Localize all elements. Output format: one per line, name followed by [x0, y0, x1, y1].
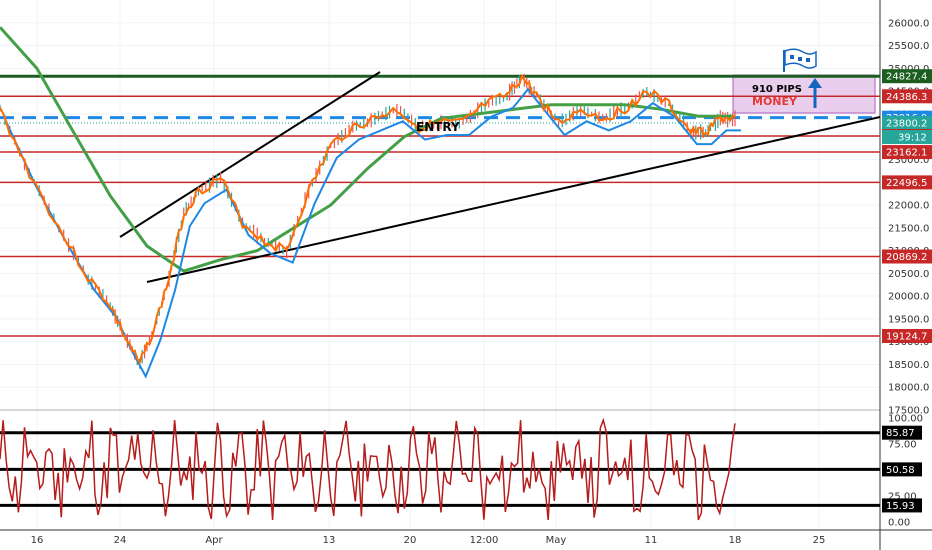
- price-level-tag: [882, 145, 932, 160]
- price-level-label: 19124.7: [886, 331, 927, 342]
- osc-level-tag: [882, 425, 922, 440]
- countdown-tag: [882, 129, 932, 144]
- price-level-tag: [882, 249, 932, 264]
- up-arrow-icon: [808, 78, 822, 108]
- time-tick-label: 18: [729, 535, 742, 546]
- price-level-label: 23162.1: [886, 148, 927, 159]
- entry-label: ENTRY: [416, 120, 460, 134]
- trend-lines: [119, 71, 881, 283]
- price-tick-label: 21500.0: [888, 223, 929, 234]
- osc-level-label: 50.58: [886, 465, 915, 476]
- axes: 26000.025500.025000.024500.024000.023500…: [31, 18, 932, 546]
- osc-level-label: 85.87: [886, 428, 915, 439]
- price-tick-label: 22000.0: [888, 201, 929, 212]
- price-tick-label: 19500.0: [888, 314, 929, 325]
- oscillator-line: [0, 417, 736, 521]
- price-level-label: 24827.4: [886, 72, 927, 83]
- flag-icon: [783, 48, 817, 72]
- osc-tick-label: 75.00: [888, 440, 917, 451]
- time-tick-label: 25: [813, 535, 826, 546]
- price-level-tag: [882, 175, 932, 190]
- money-label: MONEY: [752, 95, 798, 108]
- price-level-tag: [882, 328, 932, 343]
- fast-ma-line: [0, 73, 736, 366]
- time-tick-label: 16: [31, 535, 44, 546]
- price-tick-label: 23000.0: [888, 155, 929, 166]
- time-tick-label: 12:00: [470, 535, 499, 546]
- lower-trend-line[interactable]: [146, 116, 881, 283]
- osc-tick-label: 0.00: [888, 518, 910, 529]
- price-tick-label: 20500.0: [888, 269, 929, 280]
- price-level-label: 23800.2: [886, 118, 927, 129]
- time-tick-label: Apr: [205, 535, 223, 546]
- target-pips-label: 910 PIPS: [752, 84, 802, 95]
- osc-level-tag: [882, 498, 922, 513]
- osc-level-tag: [882, 462, 922, 477]
- medium-ma-line: [5, 87, 741, 379]
- price-tick-label: 20000.0: [888, 292, 929, 303]
- slow-ma-line: [0, 26, 735, 273]
- osc-tick-label: 25.00: [888, 492, 917, 503]
- time-tick-label: 13: [323, 535, 336, 546]
- time-tick-label: May: [546, 535, 567, 546]
- price-tick-label: 17500.0: [888, 406, 929, 417]
- price-tick-label: 18000.0: [888, 383, 929, 394]
- price-series-group: [0, 26, 741, 379]
- osc-level-label: 15.93: [886, 501, 915, 512]
- price-level-tag: [882, 89, 932, 104]
- countdown-label: 39:12: [898, 132, 927, 143]
- price-tick-label: 26000.0: [888, 18, 929, 29]
- price-level-tag: [882, 115, 932, 130]
- time-tick-label: 11: [645, 535, 658, 546]
- time-tick-label: 20: [404, 535, 417, 546]
- upper-channel-line[interactable]: [119, 71, 381, 238]
- time-tick-label: 24: [114, 535, 127, 546]
- price-level-label: 22496.5: [886, 178, 927, 189]
- price-level-label: 20869.2: [886, 252, 927, 263]
- osc-tick-label: 100.00: [888, 414, 923, 425]
- price-tick-label: 25500.0: [888, 41, 929, 52]
- price-level-label: 24386.3: [886, 92, 927, 103]
- oscillator-pane: [0, 417, 880, 521]
- price-tick-label: 18500.0: [888, 360, 929, 371]
- price-level-tag: [882, 69, 932, 84]
